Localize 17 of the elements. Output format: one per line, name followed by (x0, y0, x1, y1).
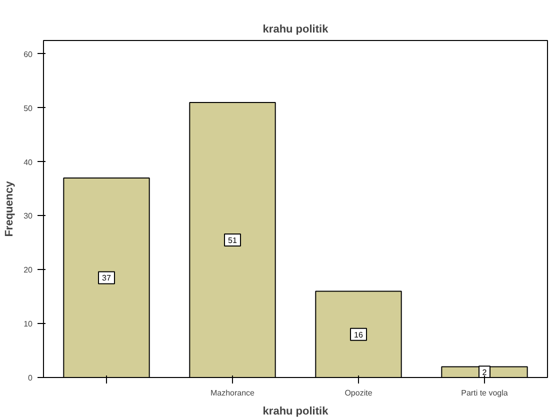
y-tick-label: 30 (24, 212, 34, 221)
y-tick-label: 20 (24, 266, 34, 275)
y-tick-label: 40 (24, 158, 34, 167)
data-label: 2 (482, 368, 488, 378)
x-tick-label: Opozite (344, 388, 373, 398)
x-tick-label: Mazhorance (210, 388, 256, 398)
data-label: 16 (354, 330, 364, 340)
y-tick-label: 0 (28, 374, 34, 382)
x-tick-label: Parti te vogla (461, 388, 508, 398)
y-tick-label: 60 (24, 50, 34, 59)
x-axis-title: krahu politik (262, 406, 330, 418)
y-tick-label: 10 (24, 320, 34, 329)
y-tick-label: 50 (24, 104, 34, 113)
data-label: 51 (228, 236, 238, 246)
data-label: 37 (102, 274, 112, 283)
chart-title: krahu politik (262, 24, 330, 36)
y-axis-title: Frequency (4, 180, 16, 237)
